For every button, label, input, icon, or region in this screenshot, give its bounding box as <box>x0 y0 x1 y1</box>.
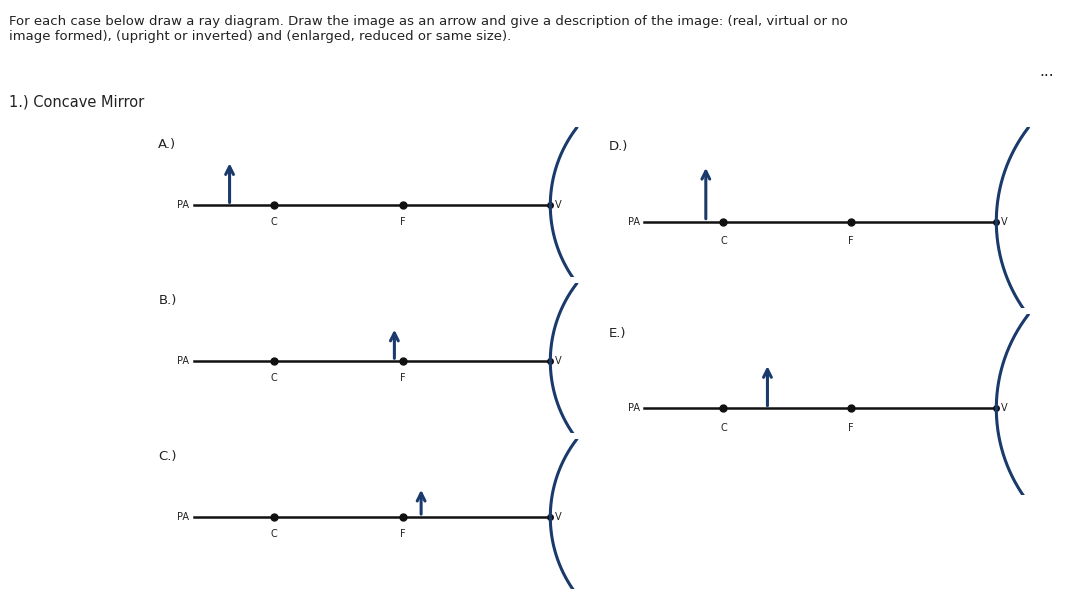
Text: F: F <box>848 423 854 433</box>
Text: F: F <box>400 217 407 227</box>
Text: B.): B.) <box>158 294 177 307</box>
Text: For each case below draw a ray diagram. Draw the image as an arrow and give a de: For each case below draw a ray diagram. … <box>9 15 847 43</box>
Text: PA: PA <box>177 200 190 211</box>
Text: V: V <box>555 512 561 522</box>
Text: A.): A.) <box>158 138 176 151</box>
Text: F: F <box>400 529 407 539</box>
Text: PA: PA <box>177 512 190 522</box>
Text: C: C <box>271 217 277 227</box>
Text: F: F <box>400 373 407 383</box>
Text: D.): D.) <box>609 140 628 153</box>
Text: E.): E.) <box>609 327 626 340</box>
Text: V: V <box>1001 404 1007 413</box>
Text: C: C <box>720 423 727 433</box>
Text: V: V <box>1001 217 1007 226</box>
Text: C: C <box>720 236 727 246</box>
Text: C: C <box>271 529 277 539</box>
Text: C: C <box>271 373 277 383</box>
Text: V: V <box>555 200 561 211</box>
Text: PA: PA <box>177 356 190 366</box>
Text: C.): C.) <box>158 450 177 463</box>
Text: F: F <box>848 236 854 246</box>
Text: V: V <box>555 356 561 366</box>
Text: ...: ... <box>1039 64 1054 79</box>
Text: PA: PA <box>627 217 640 226</box>
Text: 1.) Concave Mirror: 1.) Concave Mirror <box>9 94 144 109</box>
Text: PA: PA <box>627 404 640 413</box>
